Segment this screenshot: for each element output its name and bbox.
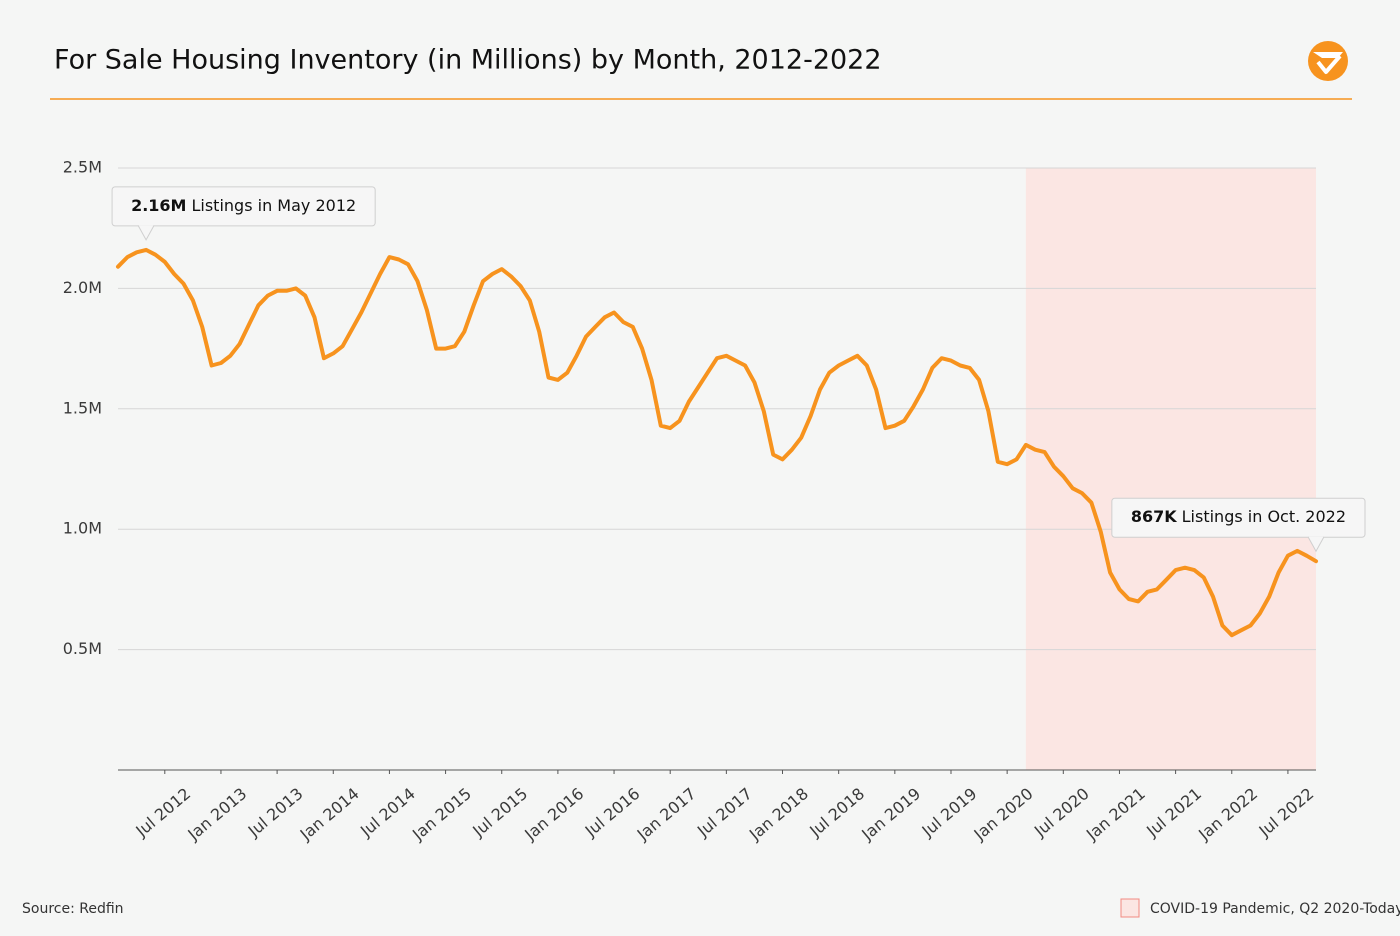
x-tick-label: Jul 2013 (244, 784, 307, 841)
x-tick-label: Jul 2020 (1030, 784, 1093, 841)
x-tick-label: Jan 2019 (857, 784, 924, 844)
y-tick-label: 2.5M (63, 158, 102, 177)
callout-bold: 2.16M (131, 195, 186, 214)
x-tick-label: Jan 2020 (970, 784, 1037, 844)
x-tick-label: Jan 2017 (633, 784, 700, 844)
y-tick-label: 0.5M (63, 639, 102, 658)
shade-region (1025, 168, 1316, 770)
y-tick-label: 2.0M (63, 278, 102, 297)
callout-text: 2.16M Listings in May 2012 (131, 195, 356, 214)
callout-rest: Listings in May 2012 (191, 195, 356, 214)
chart-title: For Sale Housing Inventory (in Millions)… (54, 45, 882, 76)
callout-pointer (1307, 536, 1325, 553)
logo (1308, 41, 1348, 81)
x-tick-label: Jul 2016 (581, 784, 644, 841)
x-tick-label: Jul 2012 (131, 784, 194, 841)
x-tick-label: Jan 2022 (1194, 784, 1261, 844)
callout-text: 867K Listings in Oct. 2022 (1131, 507, 1346, 526)
callout: 867K Listings in Oct. 2022 (1111, 497, 1366, 553)
callout-rest: Listings in Oct. 2022 (1182, 507, 1346, 526)
callout-box (1111, 497, 1366, 538)
x-tick-label: Jan 2016 (520, 784, 587, 844)
x-tick-label: Jan 2014 (296, 784, 363, 844)
x-tick-label: Jan 2013 (183, 784, 250, 844)
callout-bold: 867K (1131, 507, 1177, 526)
series-line (116, 247, 1318, 638)
callout: 2.16M Listings in May 2012 (111, 186, 376, 241)
callout-pointer (137, 225, 155, 241)
y-tick-label: 1.5M (63, 398, 102, 417)
x-tick-label: Jul 2018 (805, 784, 868, 841)
x-tick-label: Jul 2014 (356, 784, 419, 841)
x-tick-label: Jul 2022 (1255, 784, 1318, 841)
source: Source: Redfin (22, 901, 124, 917)
legend-label: COVID-19 Pandemic, Q2 2020-Today (1150, 901, 1400, 917)
x-tick-label: Jan 2021 (1082, 784, 1149, 844)
y-tick-label: 1.0M (63, 519, 102, 538)
x-tick-label: Jul 2021 (1142, 784, 1205, 841)
x-tick-label: Jul 2019 (918, 784, 981, 841)
x-tick-label: Jul 2015 (468, 784, 531, 841)
x-tick-label: Jan 2018 (745, 784, 812, 844)
x-tick-label: Jul 2017 (693, 784, 756, 841)
callout-box (111, 186, 376, 227)
legend-swatch (1120, 898, 1140, 918)
x-tick-label: Jan 2015 (408, 784, 475, 844)
